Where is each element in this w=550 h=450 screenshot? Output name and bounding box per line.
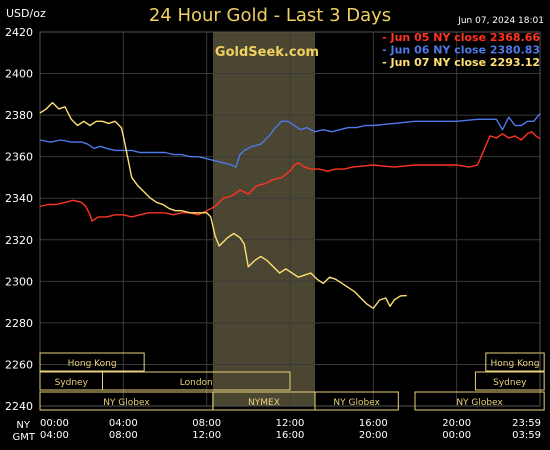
x-tick-label-ny: 16:00 [359,418,388,429]
market-sessions: Hong Kong Hong Kong Sydney London Sydney NY G… [39,352,545,411]
y-tick-label: 2400 [5,68,33,81]
session-box [474,371,545,391]
x-tick-label-gmt: 16:00 [276,430,305,441]
x-tick-label-ny: 04:00 [109,418,138,429]
y-tick-label: 2240 [5,400,33,413]
session-label: NYMEX [248,398,280,408]
unit-label: USD/oz [6,7,46,20]
y-tick-label: 2420 [5,26,33,39]
chart-title: 24 Hour Gold - Last 3 Days [149,5,391,26]
timestamp: Jun 07, 2024 18:01 [457,16,544,26]
legend-entry: - Jun 06 NY close 2380.83 [382,44,540,57]
session-label: NY Globex [456,398,503,408]
session-label: Hong Kong [68,359,117,369]
x-tick-label-ny: 12:00 [276,418,305,429]
y-tick-label: 2380 [5,109,33,122]
legend-entry: - Jun 07 NY close 2293.12 [382,56,540,69]
y-tick-label: 2340 [5,192,33,205]
x-axis-gmt-label: GMT [13,432,36,443]
chart-series [39,101,541,309]
plot-border [39,31,541,407]
x-axis: NYGMT00:0004:0004:0008:0008:0012:0012:00… [13,418,542,443]
session-label: Sydney [493,378,527,388]
watermark-text: GoldSeek.com [215,45,319,60]
legend: - Jun 05 NY close 2368.66- Jun 06 NY clo… [382,31,540,69]
session-label: NY Globex [103,398,150,408]
nymex-session-highlight [212,32,315,406]
legend-entry: - Jun 05 NY close 2368.66 [382,31,540,44]
x-tick-label-ny: 23:59 [512,418,541,429]
x-tick-label-gmt: 04:00 [40,430,69,441]
series-line-1 [39,131,541,222]
x-tick-label-gmt: 03:59 [512,430,541,441]
y-tick-label: 2360 [5,151,33,164]
x-tick-label-gmt: 00:00 [442,430,471,441]
series-line-2 [39,112,541,168]
y-tick-label: 2260 [5,358,33,371]
session-label: Hong Kong [491,359,540,369]
x-tick-label-gmt: 08:00 [109,430,138,441]
session-box [102,371,291,391]
session-label: NY Globex [333,398,380,408]
x-tick-label-ny: 20:00 [442,418,471,429]
session-box [485,352,545,372]
session-box [39,352,145,372]
x-axis-ny-label: NY [16,420,30,431]
y-tick-label: 2280 [5,317,33,330]
y-tick-label: 2300 [5,275,33,288]
y-tick-label: 2320 [5,234,33,247]
x-tick-label-gmt: 20:00 [359,430,388,441]
chart-grid [39,31,541,407]
session-box [314,391,399,411]
x-tick-label-ny: 08:00 [192,418,221,429]
series-line-3 [39,101,407,309]
session-label: London [180,378,213,388]
session-label: Sydney [55,378,89,388]
x-tick-label-gmt: 12:00 [192,430,221,441]
y-axis: 2240 2260 2280 2300 2320 2340 2360 2380 2400 2420 [5,26,33,413]
session-box [414,391,545,411]
x-tick-label-ny: 00:00 [40,418,69,429]
